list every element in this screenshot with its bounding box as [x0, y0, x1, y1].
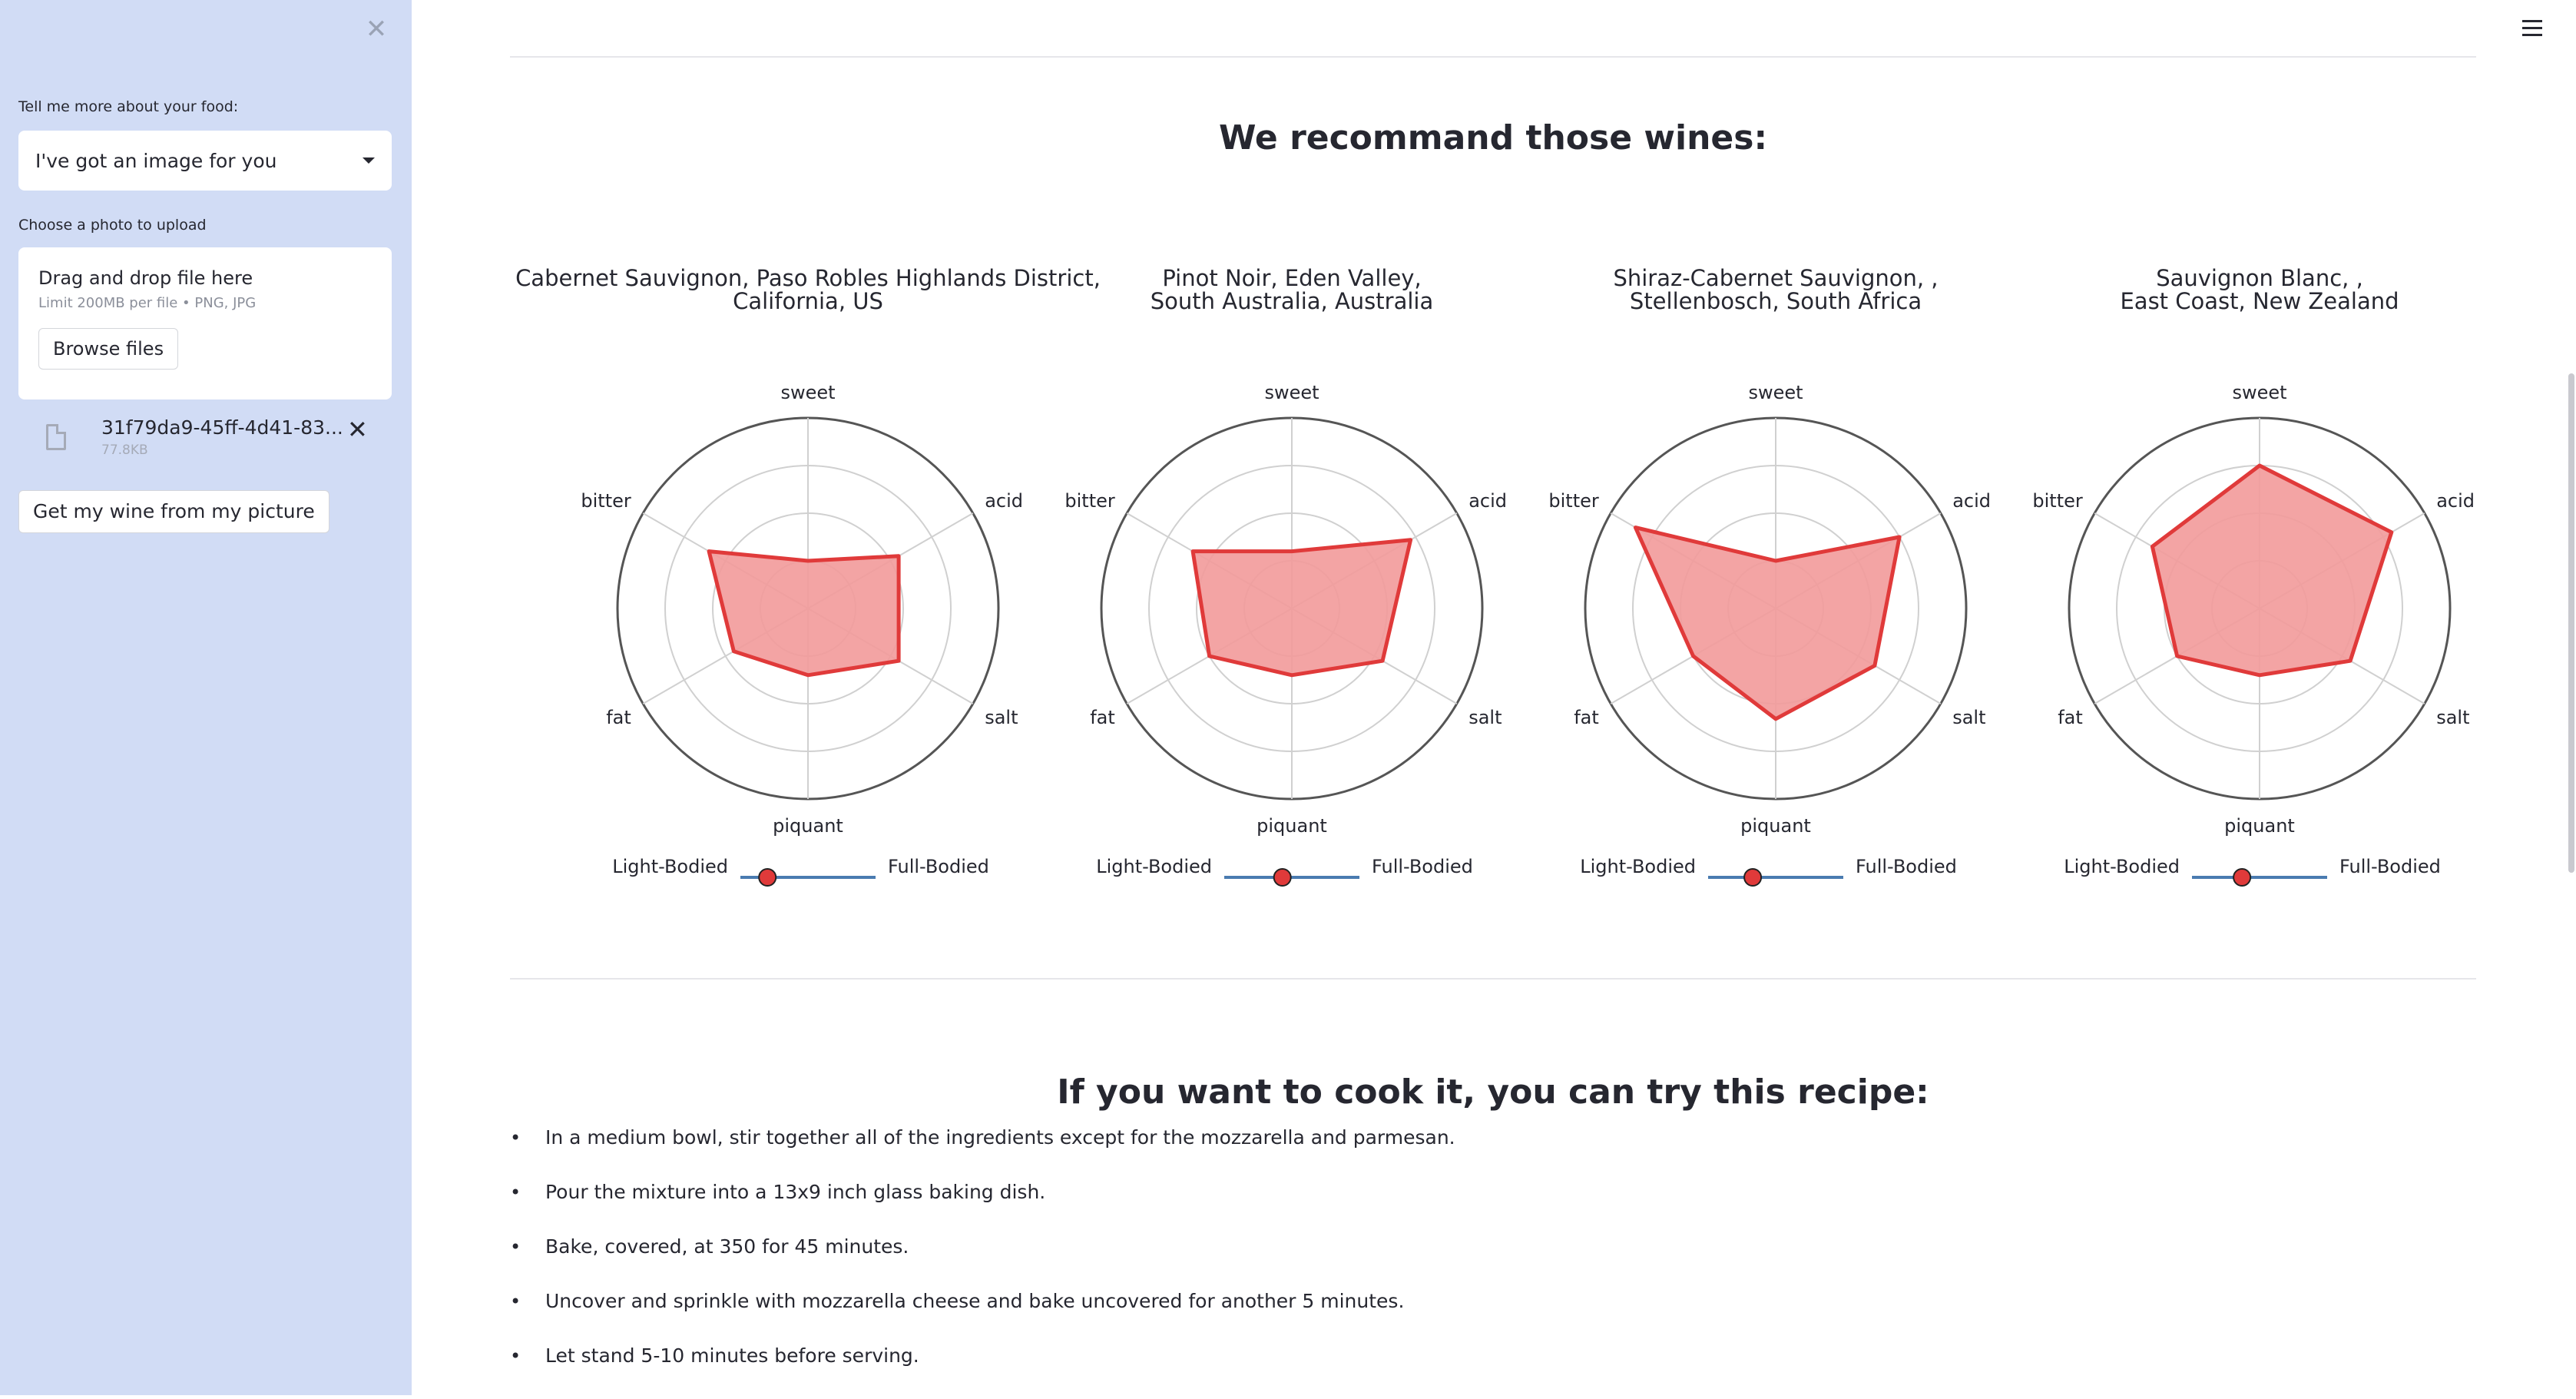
- wine-radar-charts: Cabernet Sauvignon, Paso Robles Highland…: [515, 265, 2475, 887]
- chevron-down-icon: [363, 157, 375, 164]
- body-slider-knob: [1273, 868, 1292, 887]
- browse-files-button[interactable]: Browse files: [38, 328, 179, 370]
- recipe-step: Pour the mixture into a 13x9 inch glass …: [510, 1181, 2476, 1235]
- radar-series-area: [707, 549, 901, 678]
- slider-left-label: Light-Bodied: [2064, 856, 2180, 877]
- food-select[interactable]: I've got an image for you: [18, 131, 392, 191]
- food-select-value: I've got an image for you: [35, 149, 277, 172]
- remove-file-icon[interactable]: ✕: [347, 415, 368, 444]
- radar-axis-label: acid: [985, 490, 1023, 512]
- radar-series-area: [1190, 538, 1413, 678]
- radar-axis-label: fat: [606, 707, 631, 728]
- chart-title: California, US: [733, 288, 883, 314]
- radar-axis-label: sweet: [1748, 382, 1803, 403]
- divider: [510, 56, 2476, 58]
- divider: [510, 978, 2476, 980]
- slider-left-label: Light-Bodied: [1580, 856, 1696, 877]
- body-slider-knob: [1743, 868, 1763, 887]
- sidebar: ✕ Tell me more about your food: I've got…: [0, 0, 412, 1395]
- radar-axis-label: salt: [985, 707, 1018, 728]
- slider-right-label: Full-Bodied: [1856, 856, 1957, 877]
- chart-title: Sauvignon Blanc, ,: [2156, 265, 2363, 291]
- radar-axis-label: acid: [1952, 490, 1991, 512]
- file-icon: [46, 424, 66, 450]
- radar-axis-label: piquant: [773, 815, 843, 837]
- dropzone-title: Drag and drop file here: [38, 267, 253, 289]
- slider-right-label: Full-Bodied: [888, 856, 989, 877]
- radar-axis-label: sweet: [1264, 382, 1319, 403]
- file-dropzone[interactable]: Drag and drop file here Limit 200MB per …: [18, 247, 392, 399]
- radar-axis-label: salt: [1468, 707, 1502, 728]
- radar-axis-label: bitter: [2032, 490, 2082, 512]
- radar-axis-label: salt: [1952, 707, 1985, 728]
- chart-title: East Coast, New Zealand: [2120, 288, 2399, 314]
- radar-axis-label: bitter: [1065, 490, 1114, 512]
- chart-title: Shiraz-Cabernet Sauvignon, ,: [1613, 265, 1938, 291]
- recipe-steps: In a medium bowl, stir together all of t…: [510, 1126, 2476, 1399]
- body-slider-knob: [2233, 868, 2252, 887]
- recipe-step: Uncover and sprinkle with mozzarella che…: [510, 1290, 2476, 1344]
- radar-axis-label: fat: [1574, 707, 1599, 728]
- chart-title: Cabernet Sauvignon, Paso Robles Highland…: [515, 265, 1101, 291]
- upload-label: Choose a photo to upload: [18, 217, 207, 234]
- wines-heading: We recommand those wines:: [1218, 118, 1768, 157]
- get-wine-button[interactable]: Get my wine from my picture: [18, 490, 329, 533]
- radar-axis-label: bitter: [581, 490, 631, 512]
- dropzone-limit: Limit 200MB per file • PNG, JPG: [38, 295, 257, 311]
- radar-series-area: [2150, 463, 2394, 678]
- radar-axis-label: fat: [1090, 707, 1115, 728]
- radar-axis-label: acid: [1468, 490, 1507, 512]
- radar-axis-label: bitter: [1548, 490, 1598, 512]
- slider-left-label: Light-Bodied: [612, 856, 728, 877]
- radar-axis-label: sweet: [2232, 382, 2286, 403]
- food-select-label: Tell me more about your food:: [18, 98, 239, 115]
- radar-axis-label: piquant: [1257, 815, 1327, 837]
- radar-axis-label: fat: [2058, 707, 2083, 728]
- hamburger-menu-icon[interactable]: [2519, 15, 2545, 41]
- file-size: 77.8KB: [101, 443, 148, 458]
- slider-right-label: Full-Bodied: [2339, 856, 2441, 877]
- file-name: 31f79da9-45ff-4d41-83...: [101, 416, 343, 439]
- radar-axis-label: acid: [2436, 490, 2475, 512]
- chart-title: South Australia, Australia: [1151, 288, 1434, 314]
- recipe-step: Let stand 5-10 minutes before serving.: [510, 1344, 2476, 1399]
- chart-title: Stellenbosch, South Africa: [1630, 288, 1922, 314]
- recipe-step: In a medium bowl, stir together all of t…: [510, 1126, 2476, 1181]
- recipe-heading: If you want to cook it, you can try this…: [1057, 1072, 1929, 1112]
- close-sidebar-icon[interactable]: ✕: [365, 14, 388, 45]
- radar-axis-label: salt: [2436, 707, 2469, 728]
- slider-left-label: Light-Bodied: [1096, 856, 1212, 877]
- body-slider-knob: [758, 868, 777, 887]
- recipe-step: Bake, covered, at 350 for 45 minutes.: [510, 1235, 2476, 1290]
- radar-axis-label: sweet: [780, 382, 835, 403]
- scrollbar-thumb[interactable]: [2568, 373, 2574, 873]
- radar-axis-label: piquant: [2224, 815, 2295, 837]
- radar-axis-label: piquant: [1740, 815, 1811, 837]
- radar-series-area: [1633, 525, 1902, 721]
- uploaded-file: 31f79da9-45ff-4d41-83... 77.8KB ✕: [43, 415, 392, 461]
- chart-title: Pinot Noir, Eden Valley,: [1162, 265, 1421, 291]
- slider-right-label: Full-Bodied: [1372, 856, 1473, 877]
